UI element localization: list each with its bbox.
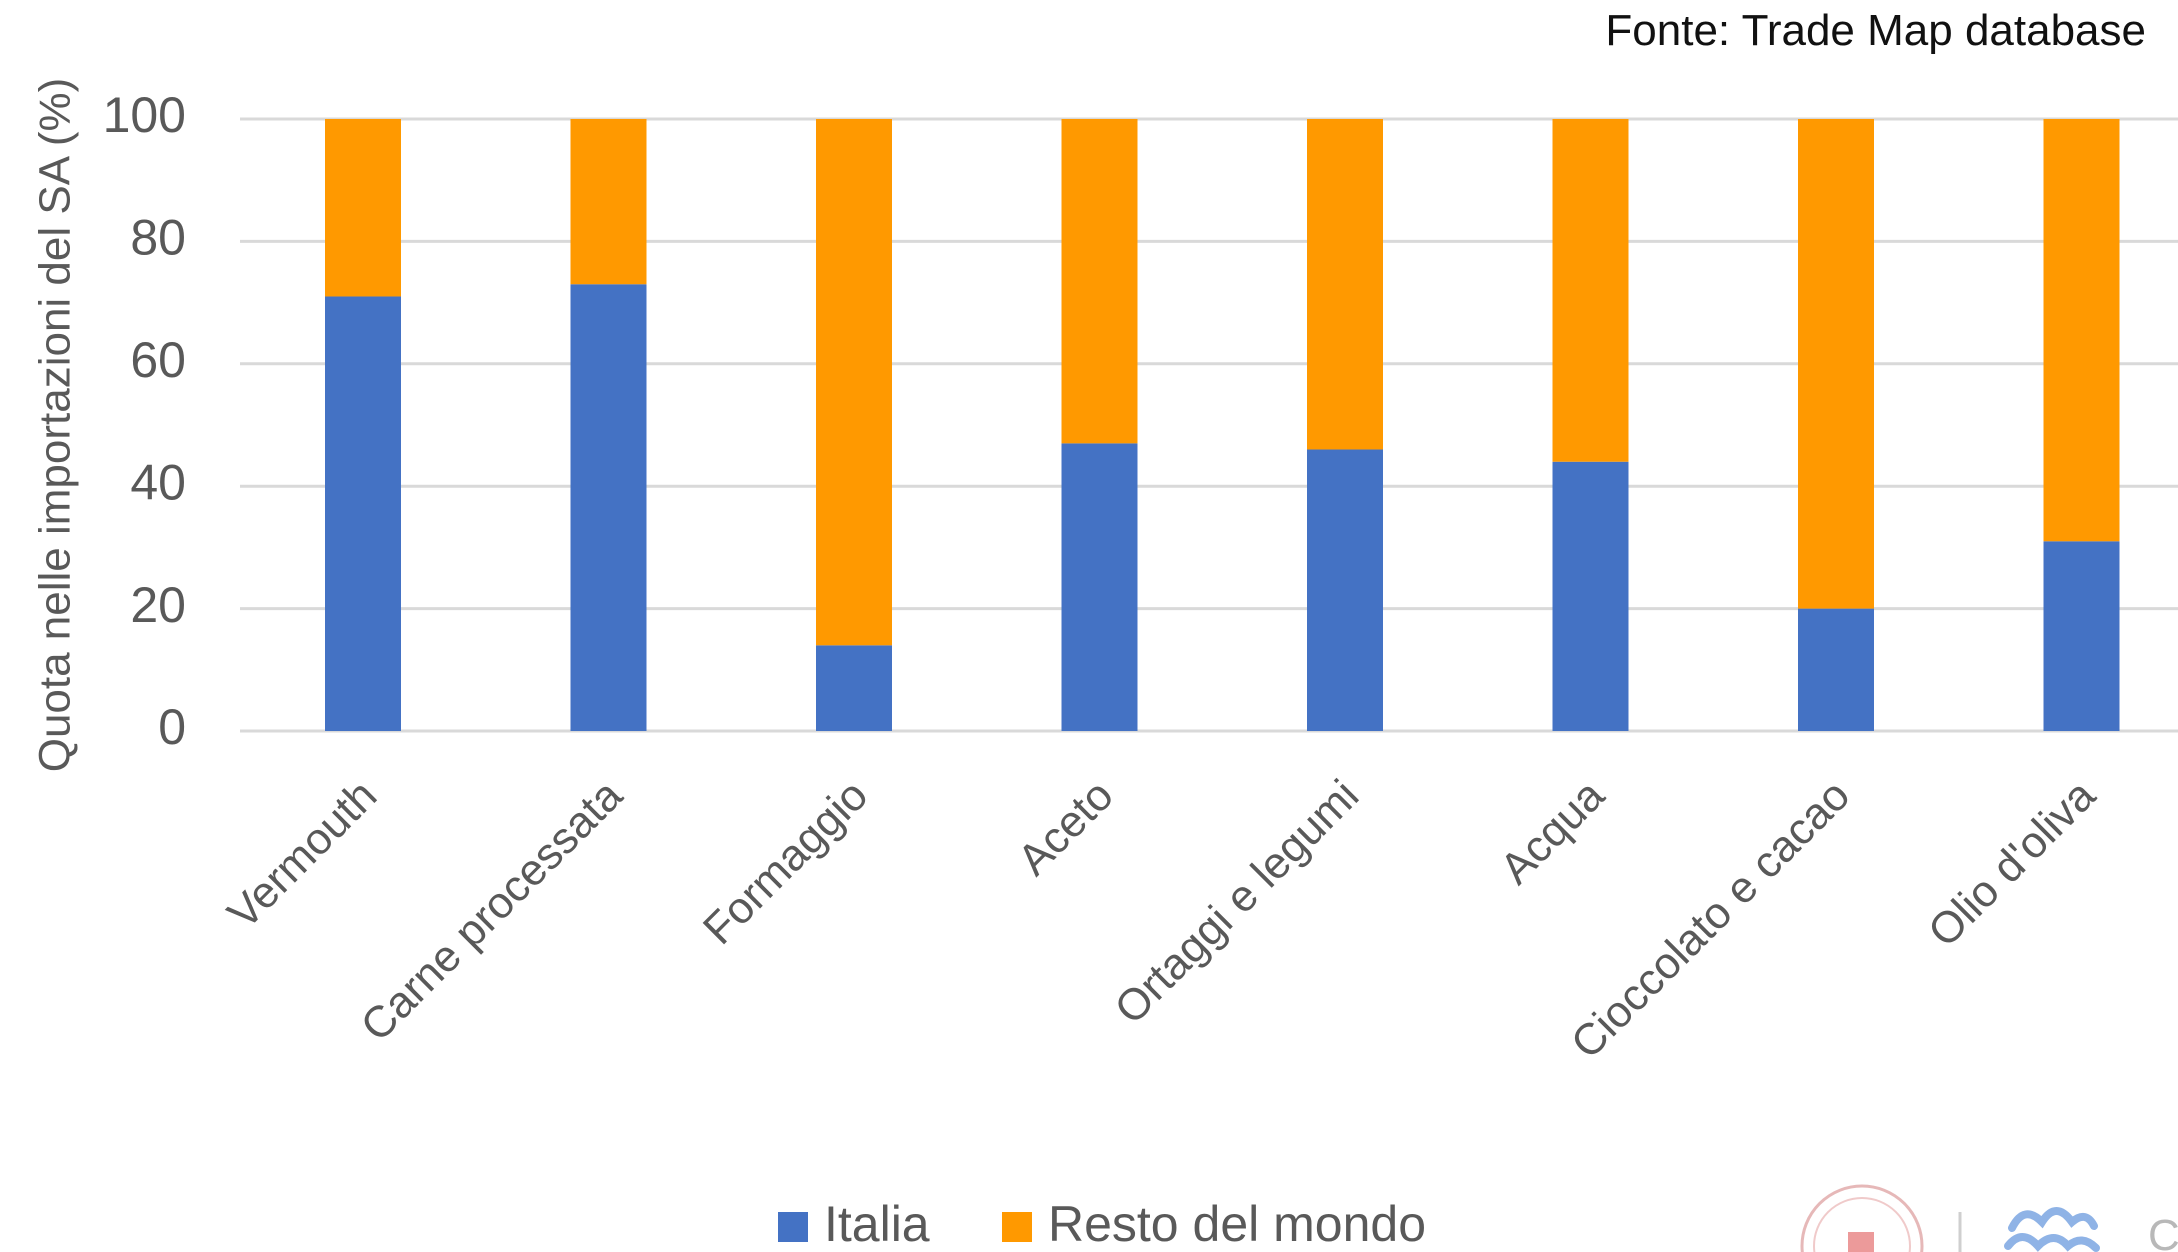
y-tick-label: 20: [130, 577, 186, 633]
y-tick-label: 100: [103, 87, 186, 143]
x-tick-label: Vermouth: [218, 771, 386, 939]
bar-resto-del-mondo: [570, 119, 647, 285]
seal-logo-inner: [1813, 1197, 1911, 1252]
seal-logo-outer: [1800, 1184, 1924, 1252]
legend: Italia Resto del mondo: [778, 1196, 1426, 1252]
x-tick-label: Olio d'oliva: [1919, 770, 2105, 956]
source-note: Fonte: Trade Map database: [1605, 6, 2146, 55]
x-tick-label: Formaggio: [694, 771, 877, 954]
wave-logo-icon: [2004, 1207, 2100, 1252]
bars: [325, 119, 2120, 731]
bar-italia: [570, 284, 647, 731]
legend-label: Italia: [824, 1196, 930, 1252]
bar-italia: [1307, 449, 1383, 731]
bar-resto-del-mondo: [1307, 119, 1383, 450]
bar-resto-del-mondo: [816, 119, 892, 646]
legend-label: Resto del mondo: [1048, 1196, 1426, 1252]
y-tick-labels: 0 20 40 60 80 100: [103, 87, 186, 755]
bar-italia: [325, 296, 401, 731]
y-tick-label: 40: [130, 454, 186, 510]
bar-resto-del-mondo: [2043, 119, 2120, 542]
bar-resto-del-mondo: [1798, 119, 1874, 609]
y-tick-label: 60: [130, 332, 186, 388]
bar-italia: [1552, 461, 1629, 731]
y-tick-label: 80: [130, 210, 186, 266]
bar-resto-del-mondo: [325, 119, 401, 297]
bar-italia: [1061, 443, 1138, 731]
bar-italia: [2043, 541, 2120, 731]
legend-swatch: [778, 1212, 808, 1242]
logo: C: [1800, 1184, 2178, 1252]
bar-resto-del-mondo: [1552, 119, 1629, 462]
bar-italia: [1798, 608, 1874, 731]
legend-swatch: [1002, 1212, 1032, 1242]
x-tick-label: Cioccolato e cacao: [1562, 771, 1860, 1069]
x-tick-label: Aceto: [1009, 771, 1123, 885]
bar-italia: [816, 645, 892, 731]
y-axis-label: Quota nelle importazioni del SA (%): [31, 78, 80, 773]
x-tick-label: Acqua: [1491, 770, 1614, 893]
x-tick-label: Ortaggi e legumi: [1105, 771, 1368, 1034]
seal-logo-shield: [1848, 1232, 1874, 1252]
gridlines: [240, 117, 2178, 733]
bar-resto-del-mondo: [1061, 119, 1138, 444]
logo-letter: C: [2148, 1211, 2178, 1252]
y-tick-label: 0: [158, 699, 186, 755]
x-tick-label: Carne processata: [352, 770, 633, 1051]
